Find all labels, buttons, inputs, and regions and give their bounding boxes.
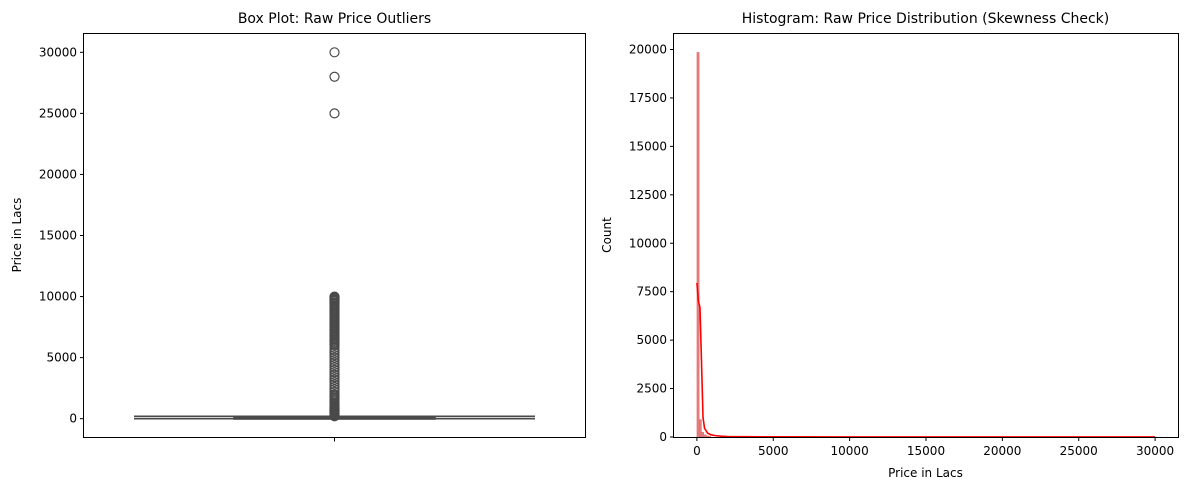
histogram-x-tick-label: 20000 xyxy=(983,444,1021,458)
boxplot-outlier-point xyxy=(329,352,340,363)
boxplot-outlier-point xyxy=(329,108,340,119)
boxplot-y-tick-label: 20000 xyxy=(39,167,77,181)
histogram-y-tick-label: 15000 xyxy=(629,139,667,153)
histogram-bars xyxy=(696,52,711,438)
boxplot-outlier-point xyxy=(329,354,340,366)
boxplot-outlier-point xyxy=(329,350,340,361)
boxplot-outlier-point xyxy=(329,347,340,358)
boxplot-y-tick-label: 25000 xyxy=(39,106,77,120)
boxplot-outlier-point xyxy=(329,374,340,385)
histogram-bar xyxy=(699,419,702,438)
histogram-x-tick-label: 25000 xyxy=(1060,444,1098,458)
histogram-x-ticks: 0 5000 10000 15000 20000 25000 30000 xyxy=(693,437,1174,458)
histogram-x-tick-label: 15000 xyxy=(907,444,945,458)
boxplot-outliers xyxy=(329,47,340,422)
histogram-x-tick-label: 30000 xyxy=(1136,444,1174,458)
boxplot-outlier-point xyxy=(329,359,340,371)
histogram-kde-line xyxy=(696,282,1156,438)
boxplot-outlier-point xyxy=(329,340,340,351)
boxplot-outlier-point xyxy=(329,362,340,373)
histogram-panel: Histogram: Raw Price Distribution (Skewn… xyxy=(600,11,1179,480)
histogram-bar xyxy=(696,52,700,438)
histogram-y-tick-label: 7500 xyxy=(636,285,667,299)
histogram-x-tick-label: 5000 xyxy=(758,444,789,458)
boxplot-outlier-point xyxy=(329,71,340,82)
boxplot-outlier-point xyxy=(329,376,340,388)
boxplot-outlier-point xyxy=(329,411,340,422)
histogram-y-label: Count xyxy=(600,217,614,253)
histogram-bar xyxy=(708,436,711,438)
boxplot-outlier-point xyxy=(329,372,340,383)
histogram-y-tick-label: 12500 xyxy=(629,188,667,202)
boxplot-outlier-point xyxy=(329,342,340,353)
histogram-y-tick-label: 5000 xyxy=(636,333,667,347)
histogram-y-tick-label: 2500 xyxy=(636,382,667,396)
histogram-bar xyxy=(705,435,709,438)
histogram-y-tick-label: 0 xyxy=(659,430,667,444)
boxplot-outlier-point xyxy=(329,367,340,378)
boxplot-outlier-point xyxy=(329,47,340,58)
histogram-y-tick-label: 20000 xyxy=(629,43,667,57)
boxplot-y-tick-label: 5000 xyxy=(46,351,77,365)
boxplot-y-tick-label: 0 xyxy=(69,412,77,426)
histogram-title: Histogram: Raw Price Distribution (Skewn… xyxy=(742,11,1110,27)
histogram-y-tick-label: 17500 xyxy=(629,91,667,105)
boxplot-outlier-point xyxy=(329,379,340,390)
boxplot-y-tick-label: 10000 xyxy=(39,290,77,304)
boxplot-outlier-point xyxy=(329,345,340,356)
histogram-y-tick-label: 10000 xyxy=(629,236,667,250)
boxplot-y-tick-label: 15000 xyxy=(39,229,77,243)
histogram-x-tick-label: 10000 xyxy=(831,444,869,458)
histogram-bar xyxy=(703,434,707,438)
boxplot-y-ticks: 0 5000 10000 15000 20000 25000 30000 xyxy=(39,45,84,426)
boxplot-outlier-point xyxy=(329,369,340,380)
histogram-x-tick-label: 0 xyxy=(693,444,701,458)
histogram-bar xyxy=(701,431,704,438)
boxplot-panel: Box Plot: Raw Price Outliers 0 5000 10000 1… xyxy=(10,11,586,442)
boxplot-outlier-point xyxy=(329,357,340,368)
boxplot-outlier-point xyxy=(329,364,340,375)
boxplot-title: Box Plot: Raw Price Outliers xyxy=(238,11,431,27)
boxplot-y-tick-label: 30000 xyxy=(39,45,77,59)
histogram-x-label: Price in Lacs xyxy=(888,466,963,480)
boxplot-y-label: Price in Lacs xyxy=(10,198,24,273)
histogram-axes-frame xyxy=(673,33,1179,438)
histogram-y-ticks: 0 2500 5000 7500 10000 12500 15000 17500 20000 xyxy=(629,43,674,444)
